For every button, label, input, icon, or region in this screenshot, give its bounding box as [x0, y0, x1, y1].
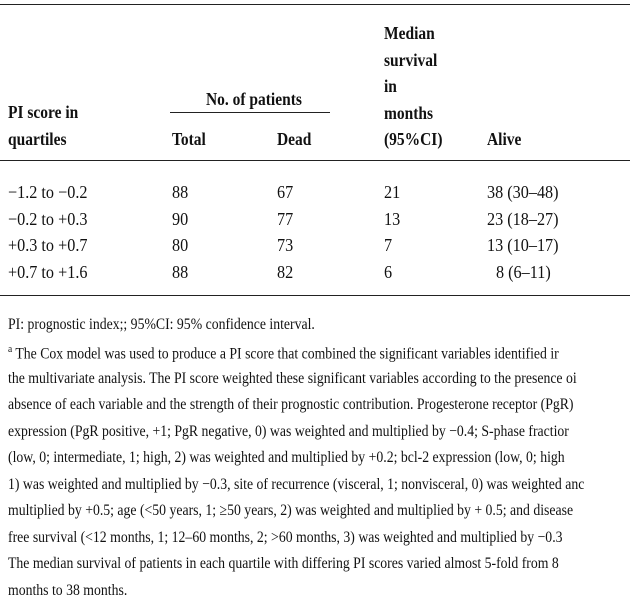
table-cell: 82: [277, 261, 294, 282]
column-header: PI score in: [8, 102, 79, 122]
column-header: quartiles: [8, 129, 67, 149]
group-underline: [170, 112, 330, 113]
top-rule: [0, 4, 630, 5]
table-cell: 88: [172, 182, 189, 202]
column-header: Dead: [277, 129, 312, 149]
footnote: PI: prognostic index;; 95%CI: 95% confid…: [8, 316, 315, 333]
column-header: Median: [384, 23, 435, 43]
table-cell: 88: [172, 261, 189, 282]
column-header: (95%CI): [384, 129, 443, 149]
footnote-line: (low, 0; intermediate, 1; high, 2) was w…: [8, 449, 565, 466]
footnote-line: the multivariate analysis. The PI score …: [8, 369, 577, 387]
footnote-line: 1) was weighted and multiplied by −0.3, …: [8, 475, 585, 493]
table-cell: 13: [384, 208, 401, 229]
table-cell: 23 (18–27): [487, 208, 559, 229]
table-cell: 21: [384, 182, 401, 202]
column-header: Total: [172, 129, 206, 149]
column-header: survival: [384, 49, 438, 70]
table-cell: 90: [172, 208, 189, 229]
footnote-line: absence of each variable and the strengt…: [8, 396, 574, 413]
column-header: in: [384, 76, 397, 96]
group-header: No. of patients: [206, 89, 302, 109]
footnote-line: The median survival of patients in each …: [8, 555, 559, 572]
table-cell: 67: [277, 182, 294, 202]
table-cell: +0.3 to +0.7: [8, 235, 88, 255]
table-cell: +0.7 to +1.6: [8, 261, 88, 282]
table-cell: 73: [277, 235, 294, 255]
column-header: months: [384, 102, 434, 123]
footnote-line: expression (PgR positive, +1; PgR negati…: [8, 422, 569, 440]
footnote-line: months to 38 months.: [8, 581, 128, 599]
table-cell: 7: [384, 235, 393, 255]
footnote-marker: a: [8, 343, 13, 355]
column-header: Alive: [487, 129, 522, 149]
bottom-rule: [0, 295, 630, 296]
footnote-line: multiplied by +0.5; age (<50 years, 1; ≥…: [8, 502, 574, 519]
table-cell: 38 (30–48): [487, 182, 559, 202]
table-cell: 6: [384, 261, 393, 282]
table-cell: −1.2 to −0.2: [8, 182, 88, 202]
header-rule: [0, 160, 630, 161]
table-cell: 80: [172, 235, 189, 255]
table-cell: −0.2 to +0.3: [8, 208, 88, 229]
footnote-line: free survival (<12 months, 1; 12–60 mont…: [8, 528, 563, 546]
table-cell: 77: [277, 208, 294, 229]
footnote-line: a The Cox model was used to produce a PI…: [8, 343, 559, 363]
table-cell: 8 (6–11): [496, 261, 551, 282]
table-cell: 13 (10–17): [487, 235, 559, 255]
